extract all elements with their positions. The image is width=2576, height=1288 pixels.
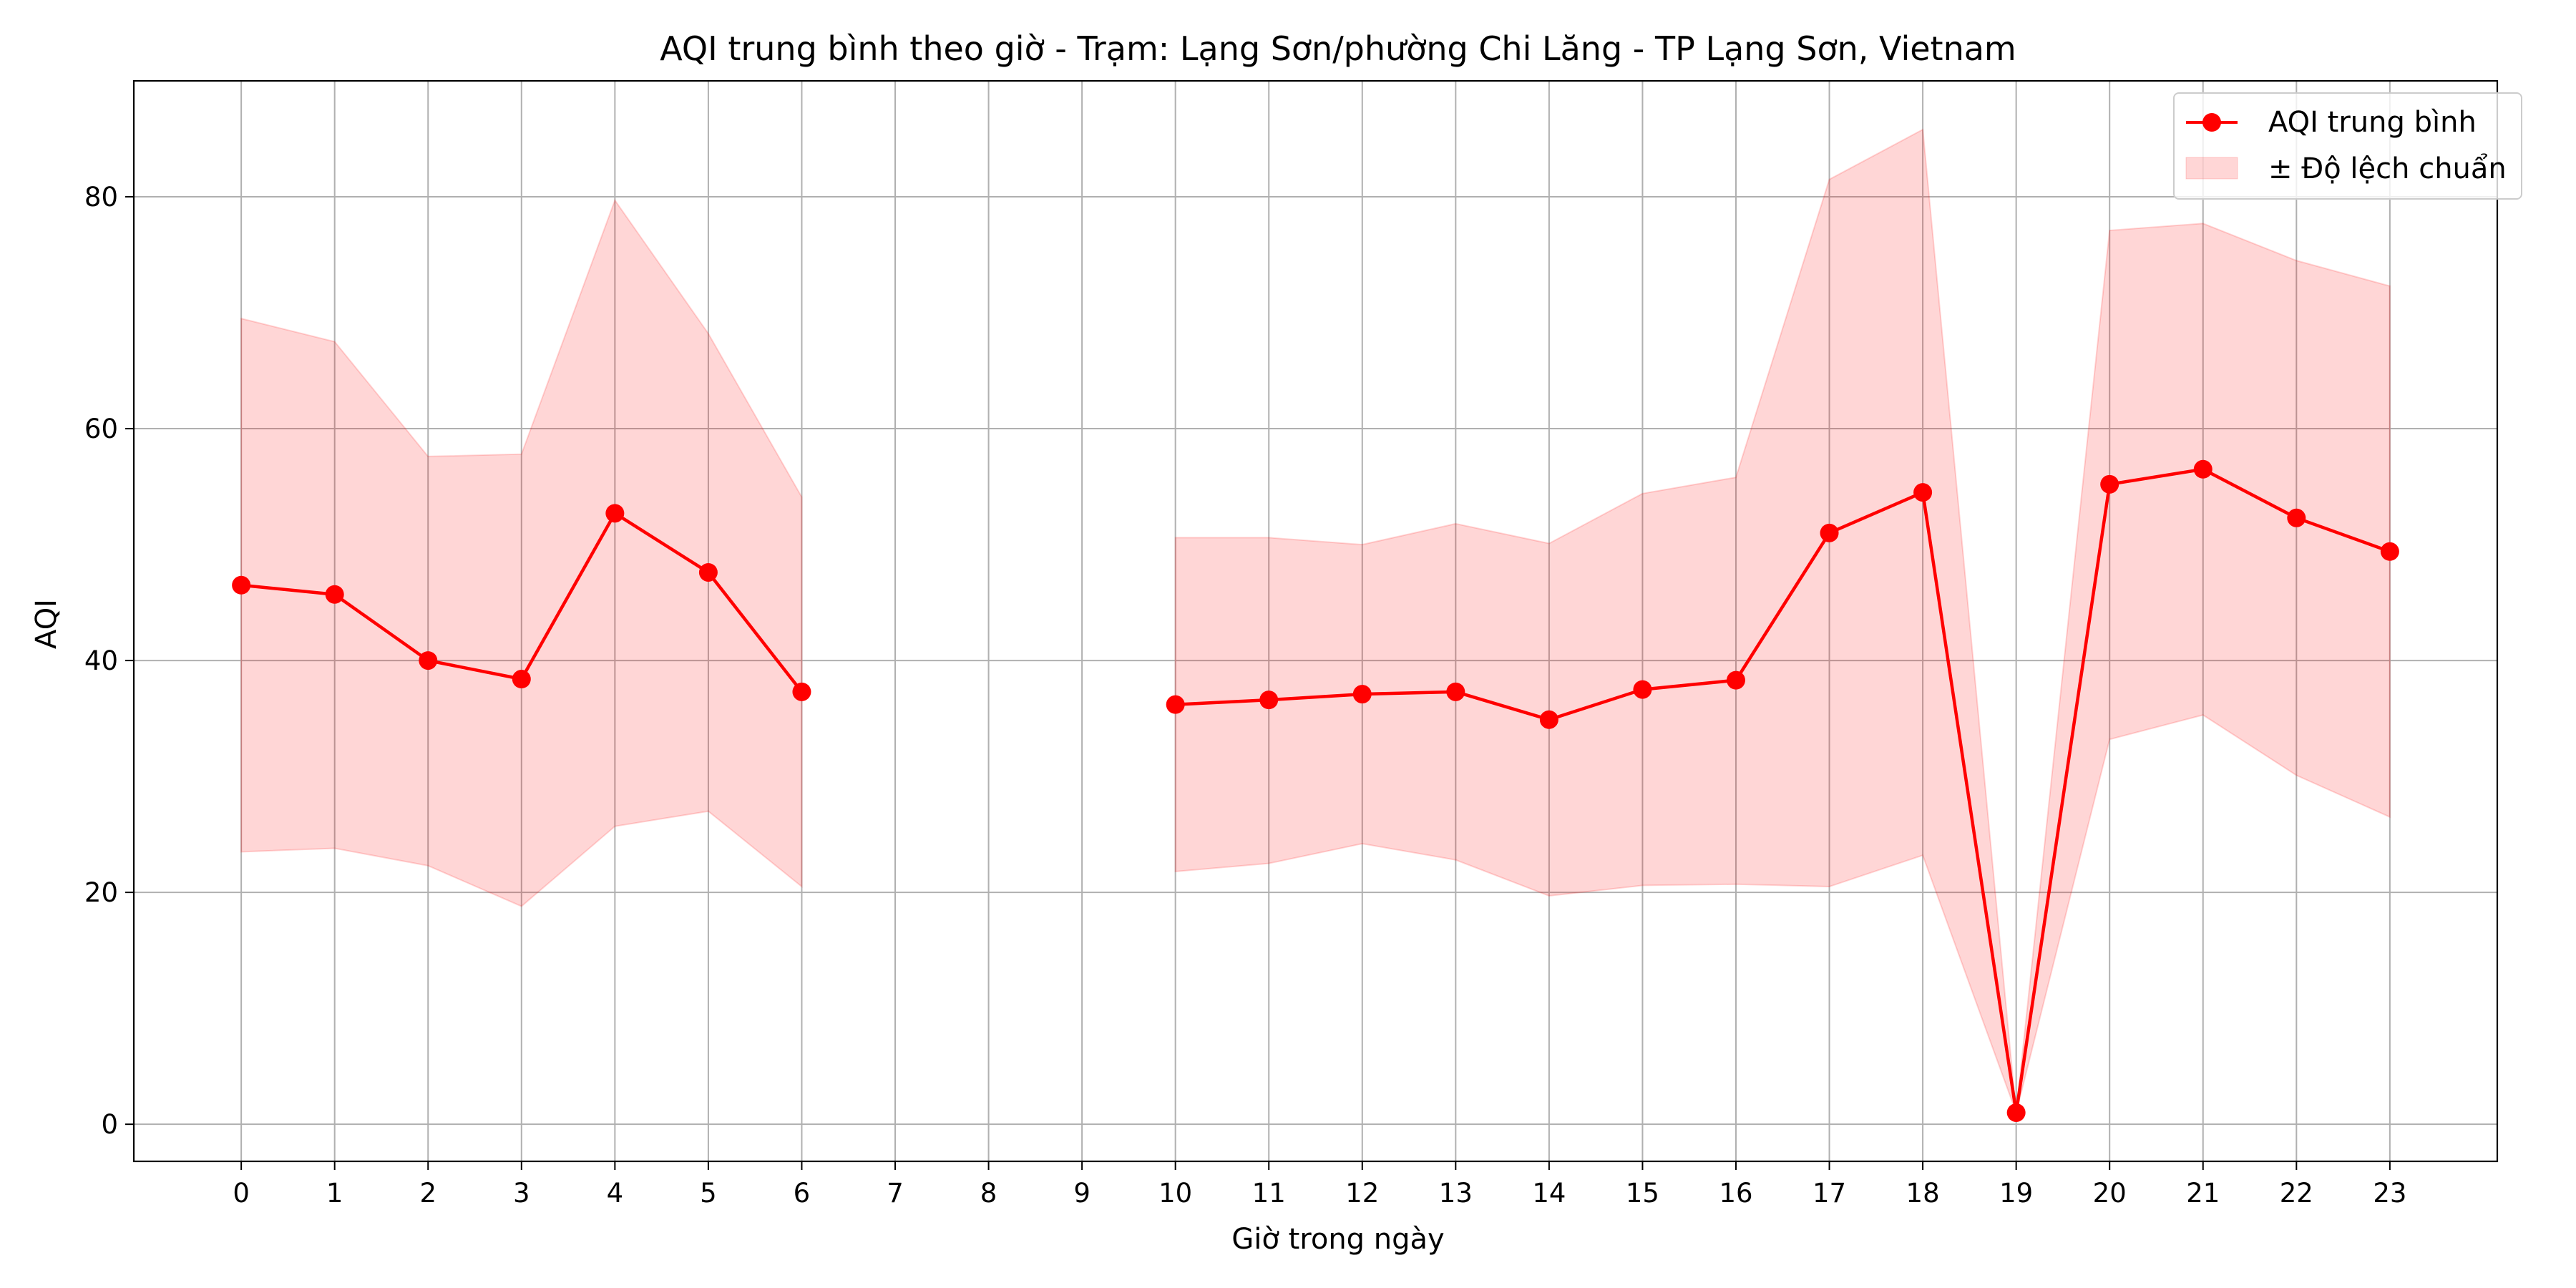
aqi-point (2100, 474, 2119, 494)
x-tick-label: 16 (1719, 1178, 1752, 1209)
y-axis-label: AQI (30, 599, 63, 649)
x-tick-label: 2 (419, 1178, 436, 1209)
std-band-area (240, 198, 803, 907)
x-tick-label: 22 (2280, 1178, 2313, 1209)
x-tick-label: 18 (1906, 1178, 1940, 1209)
aqi-line-segment (1175, 467, 2391, 1115)
x-tick-label: 23 (2373, 1178, 2406, 1209)
y-tick-label: 60 (84, 414, 118, 444)
x-tick-label: 12 (1345, 1178, 1379, 1209)
aqi-point (232, 575, 251, 595)
aqi-point (325, 585, 344, 604)
std-band-area (1174, 128, 2391, 1116)
y-ticks: 0 20 40 60 80 (84, 182, 134, 1140)
legend-label-mean: AQI trung bình (2268, 106, 2477, 139)
x-tick-label: 17 (1813, 1178, 1846, 1209)
x-tick-label: 6 (794, 1178, 811, 1209)
legend: AQI trung bình ± Độ lệch chuẩn (2173, 92, 2522, 200)
x-tick-label: 5 (700, 1178, 717, 1209)
aqi-point (2287, 508, 2306, 527)
x-tick-label: 20 (2093, 1178, 2127, 1209)
x-tick-label: 21 (2186, 1178, 2220, 1209)
aqi-point (1913, 483, 1933, 502)
x-tick-label: 10 (1158, 1178, 1192, 1209)
legend-band-swatch (2185, 157, 2238, 180)
aqi-point (1539, 710, 1558, 729)
x-tick-label: 4 (607, 1178, 624, 1209)
x-tick-label: 3 (513, 1178, 530, 1209)
aqi-point (605, 504, 625, 523)
aqi-point (1446, 682, 1465, 701)
y-tick-label: 0 (101, 1109, 118, 1140)
x-tick-label: 7 (887, 1178, 904, 1209)
x-tick-label: 14 (1532, 1178, 1566, 1209)
x-tick-label: 15 (1626, 1178, 1659, 1209)
aqi-point (1259, 691, 1279, 710)
aqi-point (2006, 1103, 2026, 1122)
aqi-point (1726, 670, 1745, 690)
plot-frame (132, 79, 2499, 1163)
y-tick-label: 40 (84, 645, 118, 676)
legend-box (2173, 92, 2522, 200)
aqi-point (419, 651, 438, 670)
y-tick-label: 80 (84, 182, 118, 213)
aqi-point (1633, 680, 1652, 699)
x-tick-label: 11 (1252, 1178, 1286, 1209)
x-tick-label: 0 (233, 1178, 250, 1209)
x-axis-label: Giờ trong ngày (1231, 1223, 1444, 1256)
legend-label-std: ± Độ lệch chuẩn (2268, 152, 2507, 185)
aqi-point (1166, 695, 1185, 714)
aqi-point (2193, 459, 2212, 479)
aqi-point (698, 562, 718, 582)
aqi-point (512, 670, 531, 689)
x-tick-label: 8 (980, 1178, 997, 1209)
legend-marker-swatch (2202, 113, 2221, 132)
x-tick-label: 13 (1439, 1178, 1473, 1209)
y-tick-label: 20 (84, 877, 118, 908)
std-band (240, 128, 2391, 1116)
x-tick-label: 1 (326, 1178, 343, 1209)
x-tick-label: 19 (1999, 1178, 2033, 1209)
aqi-point (792, 682, 811, 701)
aqi-point (1352, 685, 1372, 704)
aqi-point (2380, 542, 2399, 561)
x-tick-label: 9 (1073, 1178, 1091, 1209)
aqi-point (1820, 523, 1839, 542)
aqi-markers (232, 459, 2399, 1122)
chart-title: AQI trung bình theo giờ - Trạm: Lạng Sơn… (660, 29, 2016, 68)
x-ticks: 0 1 2 3 4 5 6 7 8 9 10 11 12 13 14 15 16 17 18 19 20 21 22 23 (233, 1161, 2406, 1209)
grid-lines (134, 81, 2497, 1161)
